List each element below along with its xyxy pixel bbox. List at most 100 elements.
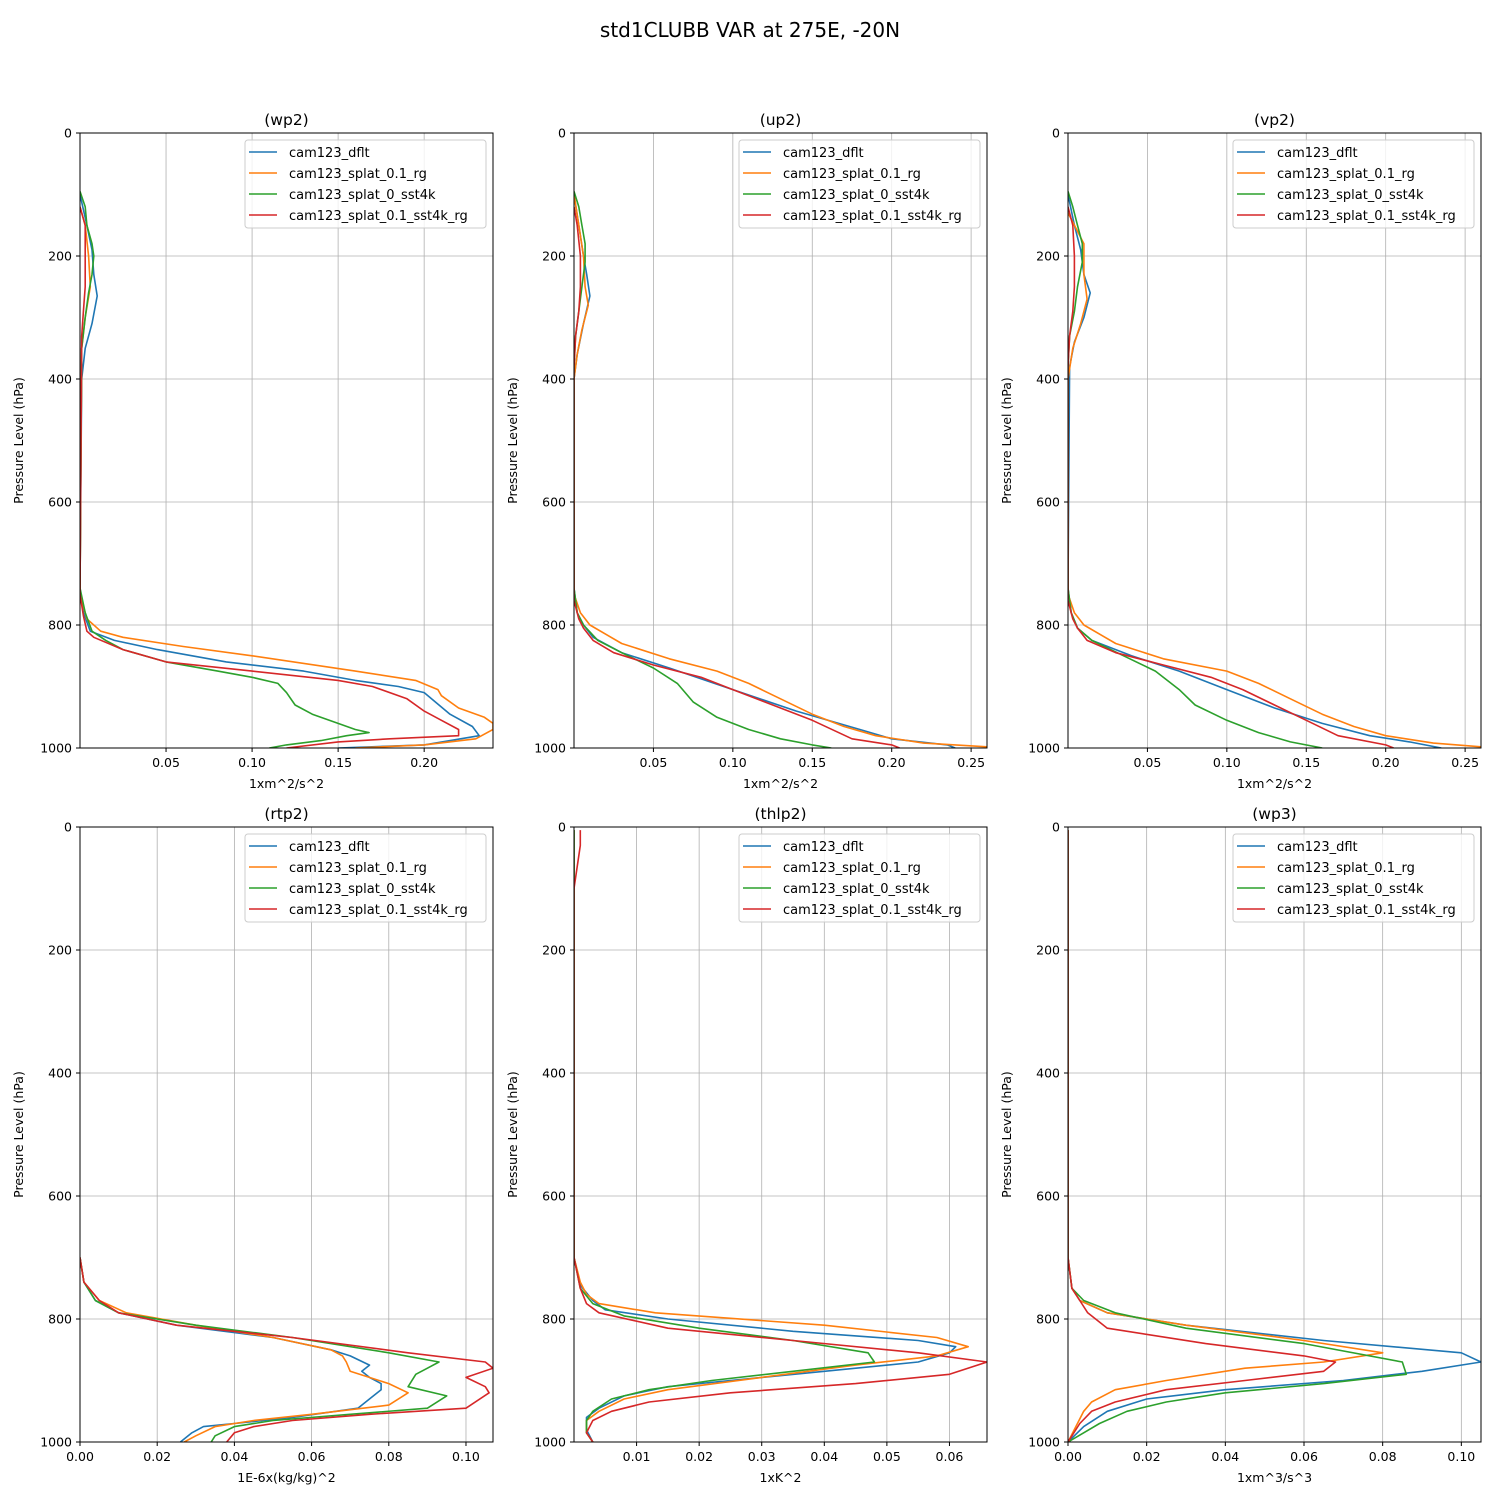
- y-tick-label: 1000: [1028, 741, 1060, 756]
- panel-vp2: 0.05 0.10 0.15 0.20 0.25 0 200 400 600 800 1000 (vp…: [999, 111, 1482, 791]
- panel-title: (wp3): [1252, 805, 1296, 823]
- legend: cam123_dflt cam123_splat_0.1_rg cam123_spl…: [738, 139, 981, 229]
- y-tick-label: 800: [1036, 1312, 1060, 1327]
- legend-label: cam123_dflt: [289, 146, 370, 161]
- axes-frame: [1067, 132, 1482, 749]
- legend-label: cam123_splat_0_sst4k: [783, 882, 930, 897]
- y-tick-label: 800: [1036, 618, 1060, 633]
- x-tick-label: 0.15: [1292, 755, 1320, 770]
- x-tick-label: 0.03: [748, 1449, 776, 1464]
- x-tick-label: 0.25: [1451, 755, 1479, 770]
- x-tick-label: 0.02: [1133, 1449, 1161, 1464]
- axes-frame: [79, 826, 494, 1443]
- y-tick-label: 0: [558, 820, 566, 835]
- y-tick-label: 1000: [1028, 1435, 1060, 1450]
- x-tick-label: 0.05: [873, 1449, 901, 1464]
- x-axis-label: 1xm^3/s^3: [1237, 1470, 1312, 1485]
- y-tick-label: 600: [48, 1189, 72, 1204]
- panel-title: (up2): [760, 111, 802, 129]
- y-tick-label: 0: [64, 126, 72, 141]
- y-tick-label: 600: [1036, 1189, 1060, 1204]
- series-line-cam123-splat-0-sst4k: [574, 191, 832, 748]
- x-tick-label: 0.05: [152, 755, 180, 770]
- y-tick-label: 200: [48, 943, 72, 958]
- panel-wp3: 0.00 0.02 0.04 0.06 0.08 0.10 0 200 400 600 800 100…: [999, 805, 1482, 1485]
- y-tick-label: 600: [542, 495, 566, 510]
- legend-label: cam123_splat_0_sst4k: [1277, 188, 1424, 203]
- x-tick-label: 0.02: [685, 1449, 713, 1464]
- panel-up2: 0.05 0.10 0.15 0.20 0.25 0 200 400 600 800 1000 (up…: [505, 111, 988, 791]
- legend-label: cam123_splat_0_sst4k: [783, 188, 930, 203]
- legend: cam123_dflt cam123_splat_0.1_rg cam123_spl…: [1232, 833, 1475, 923]
- y-tick-label: 1000: [40, 741, 72, 756]
- y-tick-label: 200: [1036, 943, 1060, 958]
- y-tick-label: 1000: [40, 1435, 72, 1450]
- legend: cam123_dflt cam123_splat_0.1_rg cam123_spl…: [738, 833, 981, 923]
- legend-label: cam123_dflt: [783, 146, 864, 161]
- legend-label: cam123_splat_0_sst4k: [289, 188, 436, 203]
- x-axis-label: 1xK^2: [760, 1470, 802, 1485]
- legend-label: cam123_splat_0.1_sst4k_rg: [783, 209, 962, 224]
- x-tick-label: 0.20: [1372, 755, 1400, 770]
- legend-box: [738, 139, 981, 229]
- y-tick-label: 400: [542, 1066, 566, 1081]
- panel-title: (wp2): [264, 111, 308, 129]
- axes-frame: [79, 132, 494, 749]
- x-tick-label: 0.01: [623, 1449, 651, 1464]
- series-line-cam123-splat-0-1-rg: [1068, 212, 1481, 748]
- series-line-cam123-dflt: [80, 194, 481, 748]
- series-line-cam123-splat-0-1-sst4k-rg: [1068, 206, 1394, 748]
- legend-label: cam123_splat_0_sst4k: [1277, 882, 1424, 897]
- y-tick-label: 800: [48, 618, 72, 633]
- y-tick-label: 400: [1036, 1066, 1060, 1081]
- series-line-cam123-splat-0-1-sst4k-rg: [80, 1257, 493, 1442]
- y-tick-label: 400: [48, 372, 72, 387]
- legend-label: cam123_splat_0.1_rg: [783, 861, 921, 876]
- x-axis-label: 1xm^2/s^2: [249, 776, 324, 791]
- legend-label: cam123_dflt: [1277, 146, 1358, 161]
- x-tick-label: 0.15: [798, 755, 826, 770]
- y-tick-label: 800: [542, 618, 566, 633]
- y-tick-label: 0: [1052, 126, 1060, 141]
- x-axis-label: 1xm^2/s^2: [743, 776, 818, 791]
- y-tick-label: 1000: [534, 1435, 566, 1450]
- legend-label: cam123_dflt: [289, 840, 370, 855]
- y-axis-label: Pressure Level (hPa): [999, 1071, 1014, 1198]
- panel-wp2: 0.05 0.10 0.15 0.20 0 200 400 600 800 1000 (wp2) 1x…: [11, 111, 494, 791]
- x-tick-label: 0.08: [375, 1449, 403, 1464]
- x-tick-label: 0.15: [324, 755, 352, 770]
- x-axis-label: 1xm^2/s^2: [1237, 776, 1312, 791]
- legend-box: [244, 139, 487, 229]
- legend-label: cam123_splat_0_sst4k: [289, 882, 436, 897]
- axes-frame: [1067, 826, 1482, 1443]
- x-tick-label: 0.20: [878, 755, 906, 770]
- x-tick-label: 0.10: [238, 755, 266, 770]
- legend-label: cam123_splat_0.1_sst4k_rg: [1277, 903, 1456, 918]
- series-line-cam123-splat-0-1-sst4k-rg: [80, 206, 460, 748]
- panel-title: (vp2): [1254, 111, 1295, 129]
- x-axis-label: 1E-6x(kg/kg)^2: [237, 1470, 335, 1485]
- series-line-cam123-splat-0-1-rg: [574, 830, 970, 1442]
- y-tick-label: 400: [48, 1066, 72, 1081]
- panel-rtp2: 0.00 0.02 0.04 0.06 0.08 0.10 0 200 400 600 800 100…: [11, 805, 494, 1485]
- legend: cam123_dflt cam123_splat_0.1_rg cam123_spl…: [244, 833, 487, 923]
- x-tick-label: 0.06: [936, 1449, 964, 1464]
- series-line-cam123-splat-0-1-sst4k-rg: [574, 206, 900, 748]
- x-tick-label: 0.04: [1211, 1449, 1239, 1464]
- x-tick-label: 0.04: [810, 1449, 838, 1464]
- legend-label: cam123_splat_0.1_rg: [1277, 861, 1415, 876]
- y-tick-label: 400: [542, 372, 566, 387]
- series-line-cam123-splat-0-1-sst4k-rg: [1068, 830, 1337, 1442]
- x-tick-label: 0.10: [1447, 1449, 1475, 1464]
- legend-label: cam123_splat_0.1_rg: [1277, 167, 1415, 182]
- y-tick-label: 200: [1036, 249, 1060, 264]
- y-tick-label: 200: [542, 249, 566, 264]
- x-tick-label: 0.10: [719, 755, 747, 770]
- legend-label: cam123_splat_0.1_sst4k_rg: [783, 903, 962, 918]
- panel-thlp2: 0.01 0.02 0.03 0.04 0.05 0.06 0 200 400 600 800 100…: [505, 805, 988, 1485]
- y-tick-label: 0: [558, 126, 566, 141]
- legend-label: cam123_dflt: [1277, 840, 1358, 855]
- panel-title: (rtp2): [264, 805, 308, 823]
- y-tick-label: 0: [1052, 820, 1060, 835]
